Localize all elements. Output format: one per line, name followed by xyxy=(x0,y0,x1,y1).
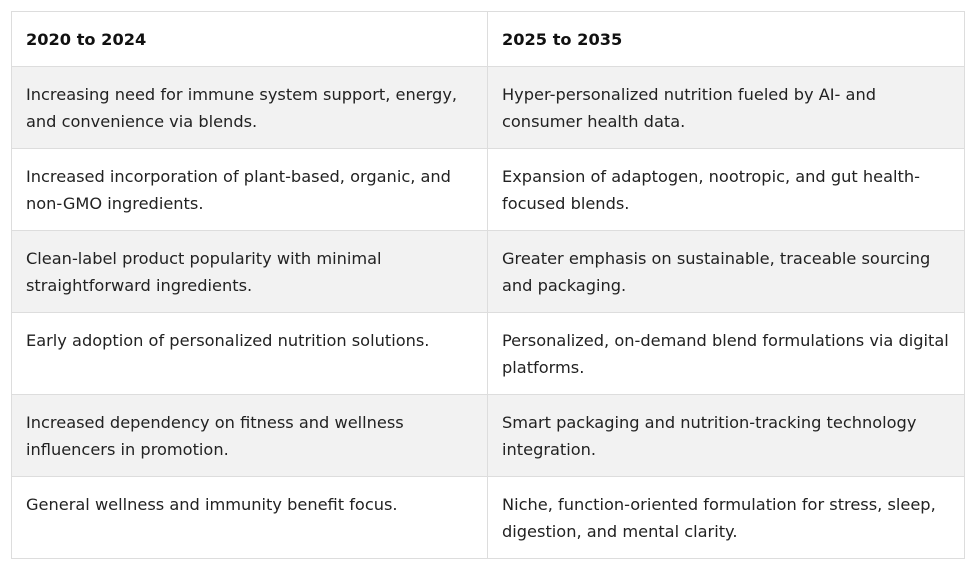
table-row: Early adoption of personalized nutrition… xyxy=(11,312,965,395)
comparison-table: 2020 to 2024 2025 to 2035 Increasing nee… xyxy=(11,11,965,559)
table-cell: Increasing need for immune system suppor… xyxy=(11,66,488,149)
table-cell: Smart packaging and nutrition-tracking t… xyxy=(487,394,965,477)
column-header-2020-2024: 2020 to 2024 xyxy=(11,11,488,67)
table-cell: Expansion of adaptogen, nootropic, and g… xyxy=(487,148,965,231)
table-cell: Greater emphasis on sustainable, traceab… xyxy=(487,230,965,313)
table-row: Increased dependency on fitness and well… xyxy=(11,394,965,477)
comparison-table-container: 2020 to 2024 2025 to 2035 Increasing nee… xyxy=(11,11,965,559)
table-cell: Increased incorporation of plant-based, … xyxy=(11,148,488,231)
table-cell: Clean-label product popularity with mini… xyxy=(11,230,488,313)
column-header-2025-2035: 2025 to 2035 xyxy=(487,11,965,67)
table-cell: Early adoption of personalized nutrition… xyxy=(11,312,488,395)
table-cell: Increased dependency on fitness and well… xyxy=(11,394,488,477)
table-cell: Hyper-personalized nutrition fueled by A… xyxy=(487,66,965,149)
table-cell: General wellness and immunity benefit fo… xyxy=(11,476,488,559)
table-cell: Personalized, on-demand blend formulatio… xyxy=(487,312,965,395)
table-row: Increasing need for immune system suppor… xyxy=(11,66,965,149)
table-row: Increased incorporation of plant-based, … xyxy=(11,148,965,231)
table-row: General wellness and immunity benefit fo… xyxy=(11,476,965,559)
table-cell: Niche, function-oriented formulation for… xyxy=(487,476,965,559)
table-row: Clean-label product popularity with mini… xyxy=(11,230,965,313)
table-header-row: 2020 to 2024 2025 to 2035 xyxy=(11,11,965,67)
